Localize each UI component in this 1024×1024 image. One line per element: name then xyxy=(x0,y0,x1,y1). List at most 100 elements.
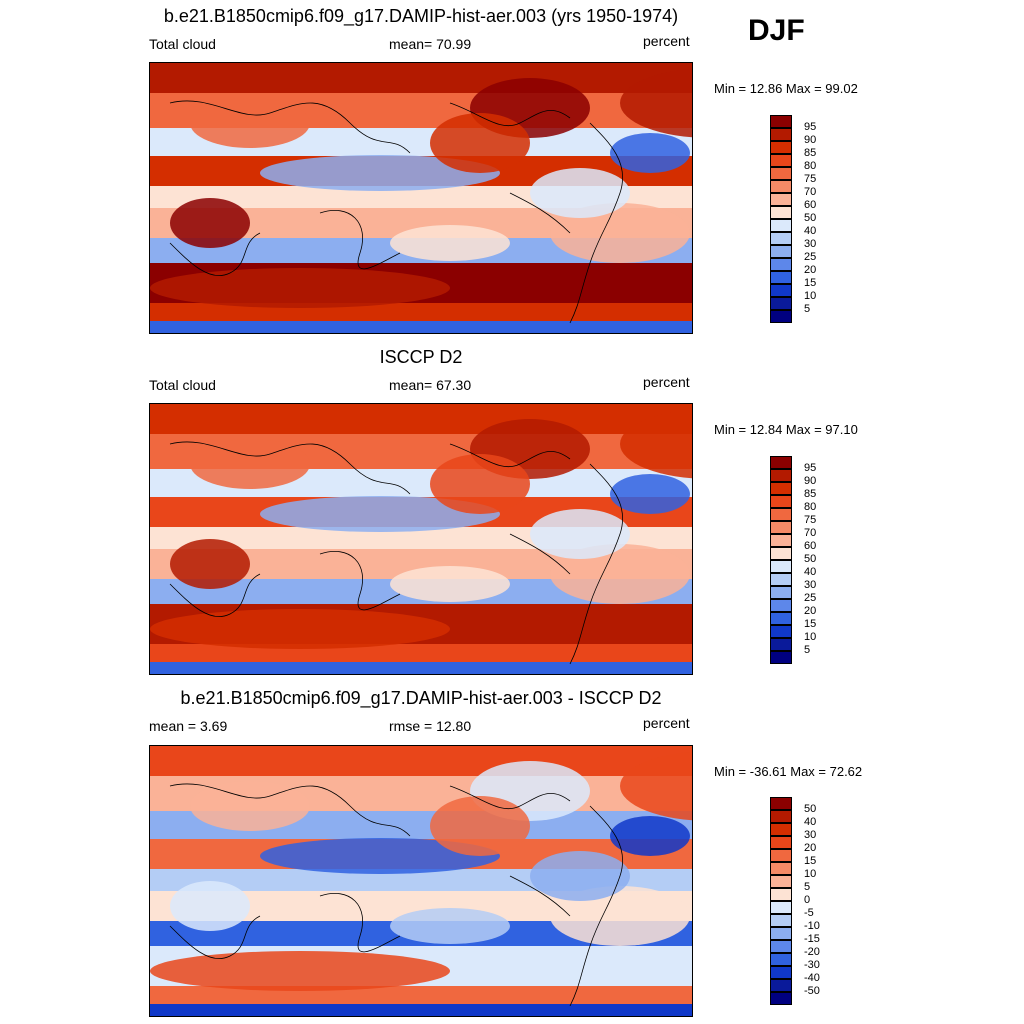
field-blob xyxy=(430,113,530,173)
field-band xyxy=(150,746,692,776)
map-plot xyxy=(149,62,693,334)
field-band xyxy=(150,662,692,674)
colorbar-swatch xyxy=(770,862,792,875)
colorbar-tick-label: 70 xyxy=(804,186,817,198)
colorbar-tick-label: 80 xyxy=(804,501,817,513)
field-blob xyxy=(620,751,692,821)
colorbar-swatch xyxy=(770,586,792,599)
field-blob xyxy=(390,566,510,602)
coastline xyxy=(169,573,261,617)
colorbar-swatch xyxy=(770,245,792,258)
colorbar-swatch xyxy=(770,469,792,482)
field-band xyxy=(150,404,692,434)
colorbar-swatch xyxy=(770,258,792,271)
colorbar-tick-label: -50 xyxy=(804,985,820,997)
coastline xyxy=(319,893,401,953)
field-blob xyxy=(430,796,530,856)
colorbar-tick-label: 30 xyxy=(804,238,817,250)
coastline xyxy=(569,122,624,324)
field-svg xyxy=(150,404,692,674)
coastline xyxy=(449,443,571,468)
colorbar-swatch xyxy=(770,625,792,638)
coastline xyxy=(569,805,624,1007)
colorbar-swatch xyxy=(770,115,792,128)
colorbar-swatch xyxy=(770,797,792,810)
colorbar-swatch xyxy=(770,979,792,992)
field-blob xyxy=(260,496,500,532)
field-blob xyxy=(190,98,310,148)
colorbar-swatch xyxy=(770,810,792,823)
field-blob xyxy=(550,544,690,604)
colorbar-swatch xyxy=(770,849,792,862)
colorbar-swatch xyxy=(770,953,792,966)
colorbar-swatch xyxy=(770,219,792,232)
colorbar-swatch xyxy=(770,521,792,534)
colorbar-tick-label: 40 xyxy=(804,225,817,237)
colorbar-tick-label: 90 xyxy=(804,134,817,146)
panel-title: ISCCP D2 xyxy=(379,347,463,367)
colorbar-swatch xyxy=(770,599,792,612)
colorbar-tick-label: 10 xyxy=(804,868,817,880)
coastline xyxy=(319,551,401,611)
colorbar-tick-label: 5 xyxy=(804,881,811,893)
coastline xyxy=(169,100,411,154)
coastline xyxy=(509,875,571,917)
colorbar-tick-label: 10 xyxy=(804,290,817,302)
coastline xyxy=(319,210,401,270)
field-band xyxy=(150,1004,692,1016)
coastline xyxy=(509,192,571,234)
colorbar-swatch xyxy=(770,547,792,560)
colorbar-swatch xyxy=(770,823,792,836)
colorbar-swatch xyxy=(770,456,792,469)
units-label: percent xyxy=(643,374,690,390)
colorbar-tick-label: 25 xyxy=(804,251,817,263)
field-band xyxy=(150,321,692,333)
map-plot xyxy=(149,403,693,675)
coastline xyxy=(169,441,411,495)
colorbar-tick-label: 15 xyxy=(804,618,817,630)
field-blob xyxy=(390,908,510,944)
colorbar-swatch xyxy=(770,560,792,573)
field-blob xyxy=(530,168,630,218)
colorbar-swatch xyxy=(770,180,792,193)
colorbar-tick-label: 40 xyxy=(804,816,817,828)
colorbar-tick-label: 20 xyxy=(804,264,817,276)
colorbar-swatch xyxy=(770,836,792,849)
colorbar-swatch xyxy=(770,914,792,927)
field-blob xyxy=(260,838,500,874)
field-blob xyxy=(390,225,510,261)
colorbar-tick-label: -40 xyxy=(804,972,820,984)
mean-label: mean = 3.69 xyxy=(149,718,228,734)
field-blob xyxy=(610,816,690,856)
field-blob xyxy=(150,609,450,649)
variable-label: Total cloud xyxy=(149,36,216,52)
field-blob xyxy=(190,439,310,489)
colorbar-tick-label: 0 xyxy=(804,894,811,906)
colorbar-swatch xyxy=(770,901,792,914)
colorbar-tick-label: 20 xyxy=(804,605,817,617)
field-blob xyxy=(550,203,690,263)
colorbar-tick-label: -30 xyxy=(804,959,820,971)
field-svg xyxy=(150,63,692,333)
colorbar-swatch xyxy=(770,284,792,297)
colorbar-swatch xyxy=(770,206,792,219)
coastline xyxy=(169,915,261,959)
colorbar-swatch xyxy=(770,534,792,547)
field-blob xyxy=(430,454,530,514)
coastline xyxy=(449,102,571,127)
field-band xyxy=(150,63,692,93)
field-blob xyxy=(610,133,690,173)
colorbar-tick-label: 75 xyxy=(804,514,817,526)
field-blob xyxy=(150,268,450,308)
colorbar-swatch xyxy=(770,966,792,979)
colorbar-tick-label: 60 xyxy=(804,199,817,211)
field-blob xyxy=(610,474,690,514)
colorbar-tick-label: 50 xyxy=(804,553,817,565)
units-label: percent xyxy=(643,33,690,49)
colorbar-swatch xyxy=(770,888,792,901)
colorbar-swatch xyxy=(770,193,792,206)
colorbar-tick-label: 20 xyxy=(804,842,817,854)
colorbar-swatch xyxy=(770,128,792,141)
colorbar-swatch xyxy=(770,875,792,888)
panel-title: b.e21.B1850cmip6.f09_g17.DAMIP-hist-aer.… xyxy=(163,6,679,26)
